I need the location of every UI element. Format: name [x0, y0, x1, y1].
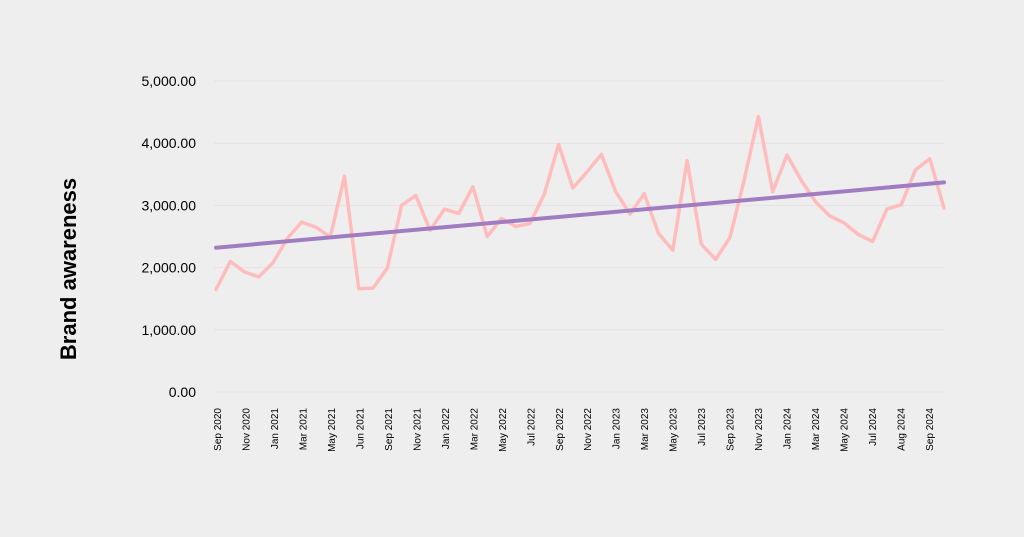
x-axis-ticks: Sep 2020 Nov 2020 Jan 2021 Mar 2021 May 2021… — [213, 408, 936, 452]
y-tick-label: 0.00 — [169, 384, 196, 400]
y-axis-label: Brand awareness — [56, 178, 81, 360]
y-tick-label: 2,000.00 — [142, 260, 197, 276]
x-tick-label: Nov 2020 — [241, 408, 252, 451]
x-tick-label: Mar 2024 — [811, 408, 822, 451]
x-tick-label: Jul 2023 — [697, 408, 708, 446]
x-tick-label: Jan 2022 — [441, 408, 452, 450]
x-tick-label: May 2023 — [669, 408, 680, 452]
x-tick-label: Aug 2024 — [897, 408, 908, 451]
x-tick-label: Jun 2021 — [355, 408, 366, 450]
x-tick-label: Jan 2021 — [270, 408, 281, 450]
series-line-brand-awareness — [214, 114, 946, 292]
x-tick-label: Sep 2020 — [213, 408, 224, 451]
y-axis-ticks: 0.00 1,000.00 2,000.00 3,000.00 4,000.00 5,00… — [142, 73, 197, 400]
x-tick-label: May 2024 — [840, 408, 851, 452]
y-tick-label: 5,000.00 — [142, 73, 197, 89]
y-tick-label: 1,000.00 — [142, 322, 197, 338]
y-tick-label: 3,000.00 — [142, 197, 197, 213]
x-tick-label: Mar 2023 — [640, 408, 651, 451]
x-tick-label: Mar 2022 — [469, 408, 480, 451]
x-tick-label: Nov 2022 — [583, 408, 594, 451]
x-tick-label: Sep 2021 — [384, 408, 395, 451]
x-tick-label: May 2021 — [327, 408, 338, 452]
series-lines — [214, 114, 946, 292]
gridlines — [214, 80, 944, 393]
x-tick-label: Jan 2023 — [612, 408, 623, 450]
x-tick-label: Jan 2024 — [783, 408, 794, 450]
x-tick-label: Sep 2022 — [555, 408, 566, 451]
trend-line — [214, 180, 946, 250]
x-tick-label: Nov 2023 — [754, 408, 765, 451]
x-tick-label: Sep 2023 — [726, 408, 737, 451]
x-tick-label: Jul 2022 — [526, 408, 537, 446]
x-tick-label: Mar 2021 — [298, 408, 309, 451]
x-tick-label: Nov 2021 — [412, 408, 423, 451]
x-tick-label: Sep 2024 — [925, 408, 936, 451]
x-tick-label: Jul 2024 — [868, 408, 879, 446]
x-tick-label: May 2022 — [498, 408, 509, 452]
y-tick-label: 4,000.00 — [142, 135, 197, 151]
